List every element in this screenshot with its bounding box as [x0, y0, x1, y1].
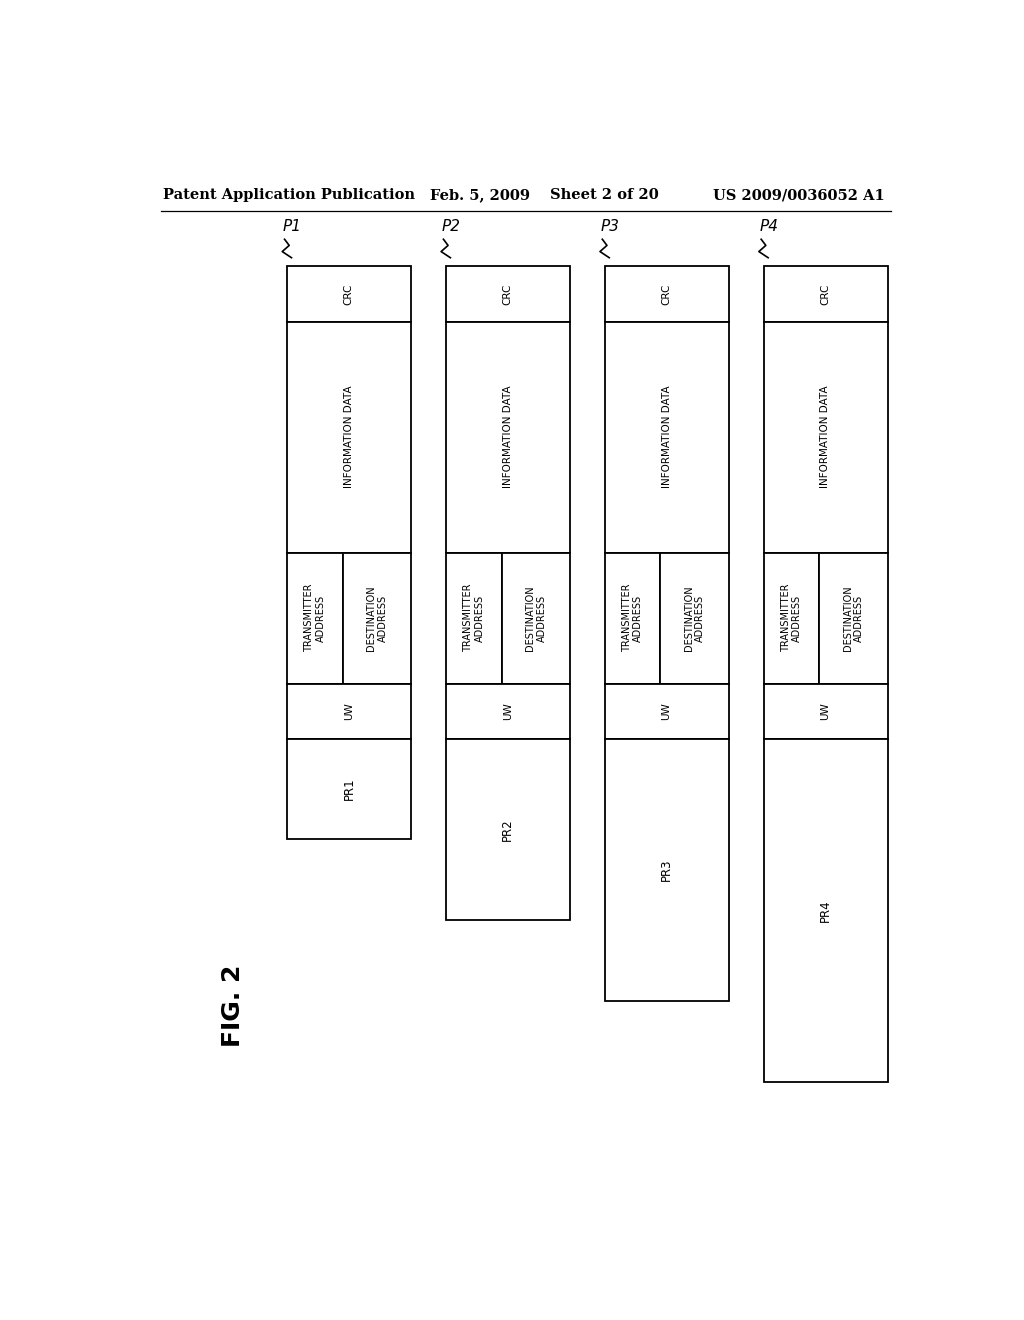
Bar — [502, 553, 569, 684]
Text: INFORMATION DATA: INFORMATION DATA — [344, 385, 354, 488]
Bar — [445, 684, 569, 739]
Text: UW: UW — [662, 702, 672, 721]
Text: CRC: CRC — [503, 284, 513, 305]
Text: TRANSMITTER
ADDRESS: TRANSMITTER ADDRESS — [622, 583, 643, 652]
Text: DESTINATION
ADDRESS: DESTINATION ADDRESS — [366, 585, 387, 651]
Text: PR1: PR1 — [342, 777, 355, 800]
Bar — [287, 322, 411, 553]
Text: UW: UW — [344, 702, 354, 721]
Text: Sheet 2 of 20: Sheet 2 of 20 — [550, 189, 659, 202]
Text: Feb. 5, 2009: Feb. 5, 2009 — [430, 189, 530, 202]
Bar — [819, 553, 888, 684]
Text: INFORMATION DATA: INFORMATION DATA — [503, 385, 513, 488]
Text: P1: P1 — [283, 219, 302, 234]
Text: DESTINATION
ADDRESS: DESTINATION ADDRESS — [843, 585, 864, 651]
Text: FIG. 2: FIG. 2 — [220, 964, 245, 1047]
Text: PR2: PR2 — [502, 818, 514, 841]
Bar — [287, 684, 411, 739]
Text: DESTINATION
ADDRESS: DESTINATION ADDRESS — [525, 585, 547, 651]
Bar — [660, 553, 729, 684]
Text: Patent Application Publication: Patent Application Publication — [163, 189, 415, 202]
Bar — [604, 322, 729, 553]
Bar — [287, 553, 343, 684]
Text: CRC: CRC — [820, 284, 830, 305]
Text: P3: P3 — [601, 219, 620, 234]
Bar — [287, 267, 411, 322]
Bar — [604, 553, 660, 684]
Bar — [445, 553, 502, 684]
Text: CRC: CRC — [344, 284, 354, 305]
Bar — [764, 684, 888, 739]
Text: P4: P4 — [760, 219, 778, 234]
Text: TRANSMITTER
ADDRESS: TRANSMITTER ADDRESS — [780, 583, 802, 652]
Text: DESTINATION
ADDRESS: DESTINATION ADDRESS — [684, 585, 706, 651]
Bar — [445, 739, 569, 920]
Bar — [287, 739, 411, 840]
Bar — [764, 267, 888, 322]
Bar — [604, 684, 729, 739]
Text: PR4: PR4 — [819, 899, 831, 921]
Bar — [764, 322, 888, 553]
Text: P2: P2 — [442, 219, 461, 234]
Text: INFORMATION DATA: INFORMATION DATA — [662, 385, 672, 488]
Text: UW: UW — [503, 702, 513, 721]
Bar — [604, 739, 729, 1001]
Text: CRC: CRC — [662, 284, 672, 305]
Text: INFORMATION DATA: INFORMATION DATA — [820, 385, 830, 488]
Text: UW: UW — [820, 702, 830, 721]
Text: TRANSMITTER
ADDRESS: TRANSMITTER ADDRESS — [304, 583, 326, 652]
Text: PR3: PR3 — [660, 858, 673, 882]
Text: US 2009/0036052 A1: US 2009/0036052 A1 — [713, 189, 885, 202]
Bar — [604, 267, 729, 322]
Bar — [445, 267, 569, 322]
Bar — [343, 553, 411, 684]
Text: TRANSMITTER
ADDRESS: TRANSMITTER ADDRESS — [463, 583, 484, 652]
Bar — [445, 322, 569, 553]
Bar — [764, 739, 888, 1081]
Bar — [764, 553, 819, 684]
